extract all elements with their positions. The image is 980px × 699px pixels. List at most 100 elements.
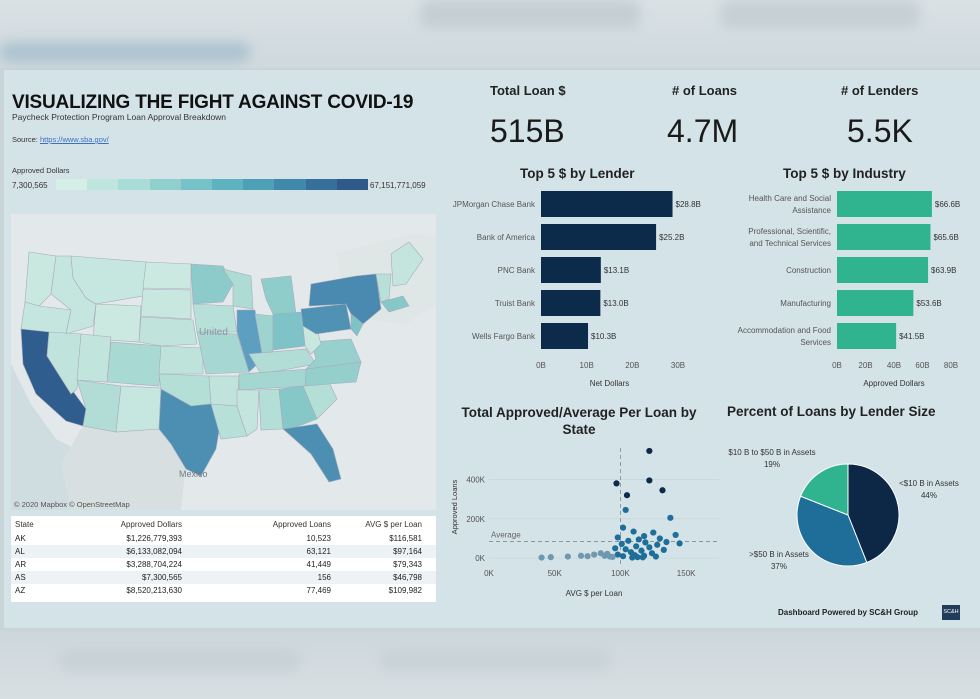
scatter-point[interactable] bbox=[638, 547, 645, 554]
table-header-cell[interactable]: Approved Dollars bbox=[120, 520, 182, 529]
scatter-point[interactable] bbox=[584, 553, 591, 560]
pie-slice[interactable] bbox=[847, 463, 900, 564]
pie-slice[interactable] bbox=[796, 495, 868, 567]
scatter-point[interactable] bbox=[591, 551, 598, 558]
scatter-point[interactable] bbox=[622, 546, 629, 553]
scatter-point[interactable] bbox=[613, 480, 620, 487]
background-blur-shape bbox=[720, 0, 920, 28]
scatter-point[interactable] bbox=[660, 546, 667, 553]
state-az[interactable] bbox=[76, 379, 122, 433]
state-nj[interactable] bbox=[350, 313, 364, 337]
state-ut[interactable] bbox=[76, 333, 112, 383]
scatter-point[interactable] bbox=[633, 543, 640, 550]
state-sd[interactable] bbox=[140, 288, 192, 320]
scatter-point[interactable] bbox=[614, 534, 621, 541]
bar[interactable] bbox=[541, 191, 673, 217]
scatter-point[interactable] bbox=[646, 477, 653, 484]
scatter-point[interactable] bbox=[601, 552, 608, 559]
scatter-point[interactable] bbox=[630, 528, 637, 535]
state-wi[interactable] bbox=[222, 268, 254, 310]
state-nd[interactable] bbox=[142, 261, 192, 290]
scatter-point[interactable] bbox=[639, 554, 646, 561]
bar-value-label: $13.1B bbox=[604, 266, 629, 275]
state-me[interactable] bbox=[390, 241, 424, 287]
state-pa[interactable] bbox=[300, 303, 352, 335]
bar[interactable] bbox=[837, 290, 914, 316]
lender-size-pie[interactable]: <$10 B in Assets 44% >$50 B in Assets 37% $1… bbox=[715, 440, 975, 580]
scatter-point[interactable] bbox=[642, 539, 649, 546]
scatter-point[interactable] bbox=[619, 553, 627, 560]
state-wa[interactable] bbox=[24, 251, 57, 307]
scatter-point[interactable] bbox=[667, 514, 674, 521]
scatter-point[interactable] bbox=[623, 492, 631, 499]
scatter-point[interactable] bbox=[629, 554, 636, 561]
scatter-point[interactable] bbox=[547, 554, 554, 561]
scatter-point[interactable] bbox=[676, 540, 683, 547]
bar[interactable] bbox=[837, 191, 932, 217]
bar[interactable] bbox=[541, 224, 657, 250]
table-row[interactable]: AR $3,288,704,224 41,449 $79,343 bbox=[11, 558, 436, 571]
state-ms[interactable] bbox=[236, 389, 260, 437]
state-tx[interactable] bbox=[158, 388, 222, 477]
scatter-point[interactable] bbox=[564, 553, 571, 560]
bar[interactable] bbox=[837, 323, 897, 349]
state-fl[interactable] bbox=[282, 423, 342, 483]
scatter-point[interactable] bbox=[663, 538, 670, 546]
bar[interactable] bbox=[541, 323, 589, 349]
scatter-point[interactable] bbox=[612, 545, 619, 552]
scatter-point[interactable] bbox=[659, 487, 666, 494]
pie-slice[interactable] bbox=[799, 463, 849, 516]
industry-bar-chart[interactable]: $66.6B Health Care and Social Assistance $6… bbox=[710, 186, 975, 391]
scatter-point[interactable] bbox=[640, 533, 648, 540]
state-ne[interactable] bbox=[138, 316, 198, 347]
scatter-point[interactable] bbox=[672, 531, 679, 539]
table-header-cell[interactable]: Approved Loans bbox=[272, 520, 331, 529]
state-scatter-plot[interactable]: 0K 200K 400K Average 0K 50K 100K 150K AVG $ per … bbox=[446, 440, 726, 600]
scatter-point[interactable] bbox=[646, 447, 653, 455]
scatter-point[interactable] bbox=[618, 540, 625, 548]
table-row[interactable]: AS $7,300,565 156 $46,798 bbox=[11, 571, 436, 584]
scatter-point[interactable] bbox=[654, 541, 661, 548]
state-va[interactable] bbox=[305, 338, 362, 370]
table-header-cell[interactable]: State bbox=[15, 520, 34, 529]
scatter-point[interactable] bbox=[622, 506, 629, 514]
state-nv[interactable] bbox=[46, 331, 82, 395]
scatter-point[interactable] bbox=[635, 536, 642, 543]
lender-bar-chart[interactable]: $28.8B JPMorgan Chase Bank $25.2B Bank of A… bbox=[440, 186, 710, 391]
scatter-point[interactable] bbox=[577, 552, 585, 559]
scatter-point[interactable] bbox=[625, 537, 632, 544]
scatter-point[interactable] bbox=[646, 544, 653, 551]
state-mn[interactable] bbox=[190, 263, 234, 305]
state-nm[interactable] bbox=[115, 385, 162, 433]
category-label: Construction bbox=[786, 266, 831, 275]
background-blur-shape bbox=[380, 650, 610, 672]
scatter-point[interactable] bbox=[652, 553, 660, 560]
state-vt-nh[interactable] bbox=[375, 273, 392, 303]
kpi-num-lenders-label: # of Lenders bbox=[841, 83, 919, 98]
legend-swatch bbox=[336, 179, 369, 190]
table-header-cell[interactable]: AVG $ per Loan bbox=[365, 520, 422, 529]
scatter-point[interactable] bbox=[650, 529, 657, 536]
state-ma[interactable] bbox=[380, 295, 410, 313]
state-ks[interactable] bbox=[158, 345, 204, 375]
state-co[interactable] bbox=[106, 341, 162, 387]
bar[interactable] bbox=[541, 290, 601, 316]
us-choropleth-map[interactable]: United Mexico bbox=[11, 214, 436, 510]
table-row[interactable]: AK $1,226,779,393 10,523 $116,581 bbox=[11, 532, 436, 545]
scatter-point[interactable] bbox=[606, 553, 614, 560]
bar[interactable] bbox=[837, 224, 931, 250]
state-ar[interactable] bbox=[208, 375, 240, 407]
table-header-row: State Approved Dollars Approved Loans AV… bbox=[11, 518, 436, 531]
scatter-point[interactable] bbox=[614, 551, 621, 558]
bar[interactable] bbox=[541, 257, 601, 283]
state-oh[interactable] bbox=[272, 311, 306, 351]
bar[interactable] bbox=[837, 257, 929, 283]
x-tick-label: 100K bbox=[611, 569, 630, 578]
source-link[interactable]: https://www.sba.gov/ bbox=[39, 135, 109, 144]
scatter-point[interactable] bbox=[656, 535, 663, 542]
table-row[interactable]: AL $6,133,082,094 63,121 $97,164 bbox=[11, 545, 436, 558]
scatter-point[interactable] bbox=[538, 554, 545, 561]
scatter-point[interactable] bbox=[634, 554, 641, 561]
scatter-point[interactable] bbox=[619, 524, 627, 531]
table-row[interactable]: AZ $8,520,213,630 77,469 $109,982 bbox=[11, 584, 436, 597]
